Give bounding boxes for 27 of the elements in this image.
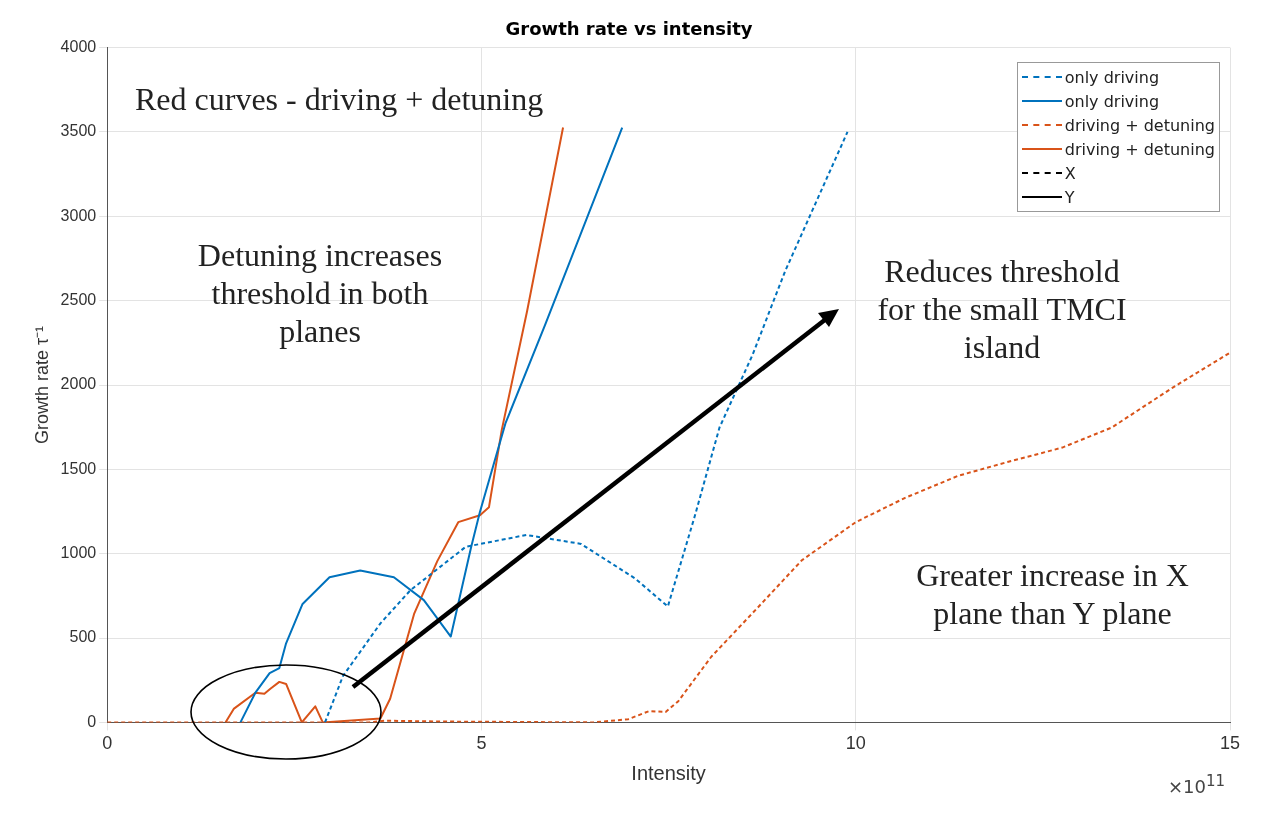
y-axis-title: Growth rate τ⁻¹	[31, 325, 52, 445]
legend-label: X	[1064, 163, 1076, 183]
chart-title: Growth rate vs intensity	[505, 18, 753, 40]
y-tick-label: 4000	[60, 38, 97, 56]
annotation: Reduces threshold for the small TMCI island	[876, 252, 1128, 366]
y-tick-label: 3000	[60, 206, 97, 224]
legend-label: driving + detuning	[1064, 139, 1215, 159]
legend-label: Y	[1064, 187, 1075, 207]
legend-label: only driving	[1064, 67, 1160, 87]
x-tick-label: 5	[476, 733, 487, 754]
annotation: Greater increase in X plane than Y plane	[915, 556, 1190, 632]
y-tick-label: 3500	[60, 122, 97, 140]
text: ×10$^{11}$	[1168, 772, 1227, 797]
legend-label: only driving	[1064, 91, 1160, 111]
x-tick-label: 0	[102, 733, 113, 754]
y-tick-label: 0	[87, 712, 97, 730]
y-tick-label: 2000	[60, 375, 97, 393]
x-axis-title: Intensity	[631, 761, 706, 784]
annotation: Detuning increases threshold in both planes	[196, 236, 444, 350]
annotation: Red curves - driving + detuning	[135, 80, 545, 118]
y-tick-label: 500	[69, 628, 97, 646]
y-tick-label: 1500	[60, 459, 97, 477]
y-tick-label: 2500	[60, 291, 97, 309]
legend-label: driving + detuning	[1064, 115, 1215, 135]
x-tick-label: 10	[845, 733, 866, 754]
y-tick-label: 1000	[60, 544, 97, 562]
x-tick-label: 15	[1219, 733, 1241, 754]
